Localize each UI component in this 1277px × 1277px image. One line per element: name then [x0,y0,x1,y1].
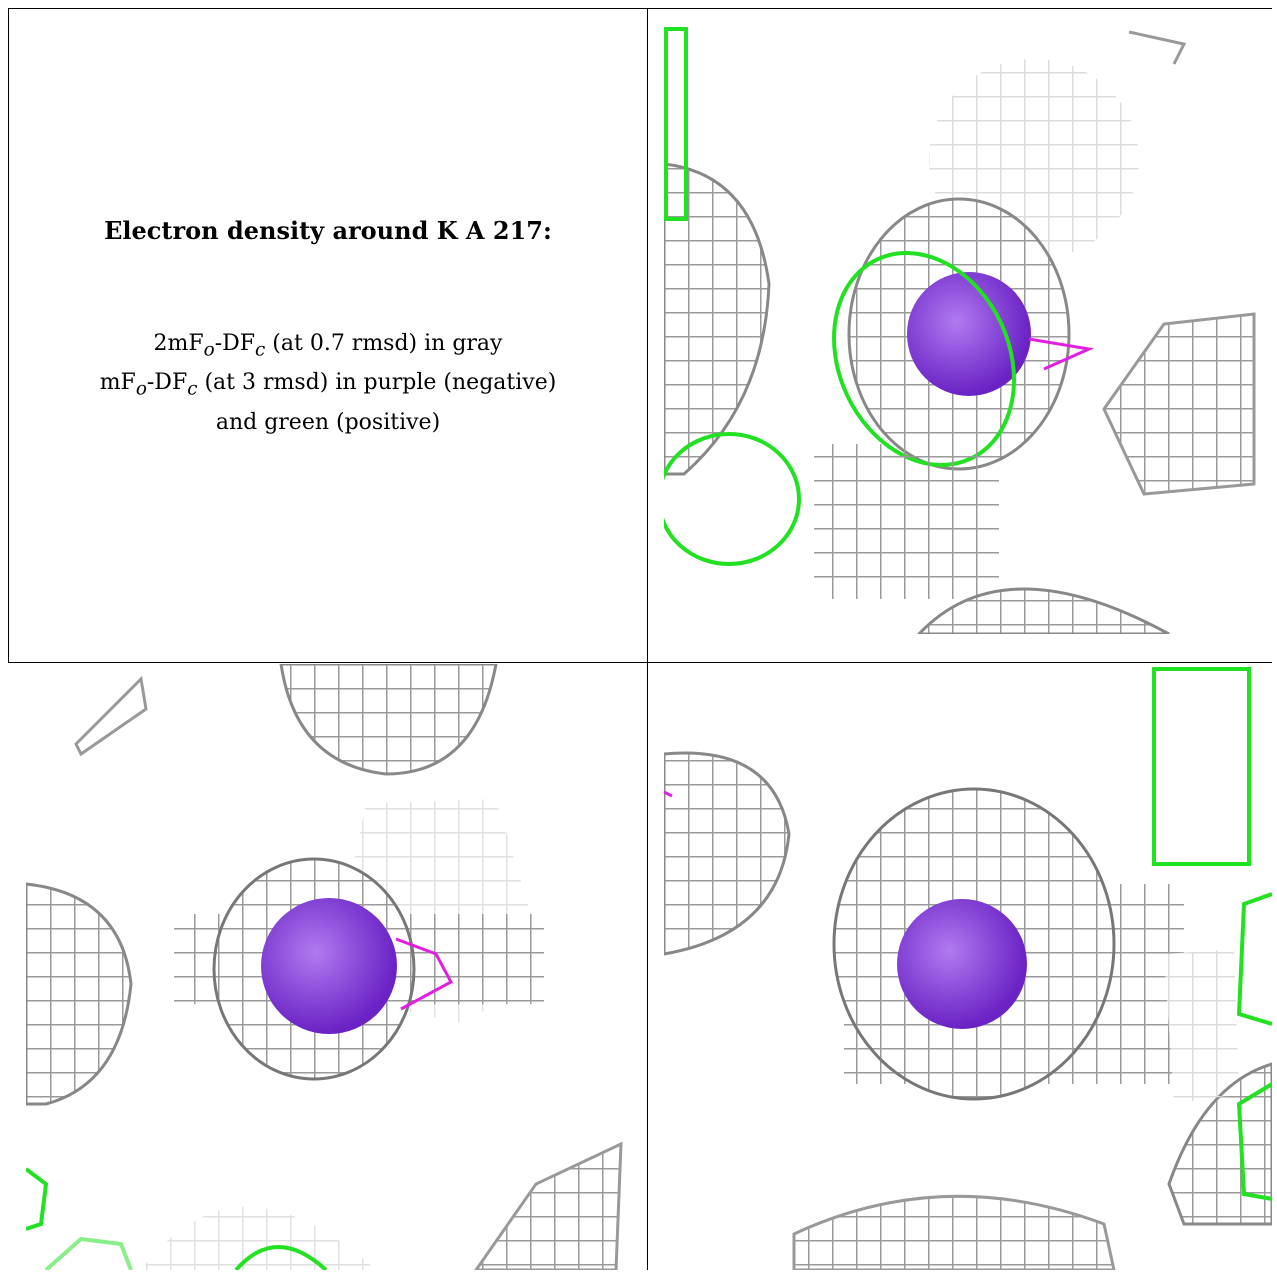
mesh-gray-top-bowl [279,664,498,776]
mesh-gray-left [26,882,133,1106]
legend-line-mfo: mFo-DFc (at 3 rmsd) in purple (negative) [99,370,557,400]
mesh-gray-fragment-top-left [74,675,148,757]
legend-lines: 2mFo-DFc (at 0.7 rmsd) in gray mFo-DFc (… [9,327,647,439]
mesh-green-right [1236,892,1272,1026]
mesh-green-left-strip [664,27,688,221]
mesh-gray-fragment [1128,30,1187,65]
table-middle-divider [8,662,1272,663]
atom-sphere [907,272,1031,396]
mesh-green-light-bottom [44,1236,133,1270]
mesh-gray-bottom-right [474,1141,623,1270]
mesh-green-left-bottom [26,1167,49,1231]
mesh-green-bottom-right [1236,1082,1272,1201]
density-view-2-svg [26,664,623,1270]
table-center-divider [647,8,648,1270]
legend-line-2mfo: 2mFo-DFc (at 0.7 rmsd) in gray [153,331,503,361]
density-view-3 [664,664,1272,1270]
table-left-border [8,8,9,663]
table-top-border [8,8,1272,9]
mesh-green-lower-left [664,432,801,566]
mesh-magenta-negative [395,937,454,1011]
legend-cell: Electron density around K A 217: 2mFo-DF… [9,9,647,662]
density-view-3-svg [664,667,1272,1270]
mesh-green-bottom [234,1245,328,1270]
atom-sphere [897,899,1027,1029]
mesh-gray-left [664,751,791,956]
mesh-light-right [1164,949,1239,1104]
mesh-gray-bottom-dome [916,587,1170,634]
density-view-2 [26,664,646,1270]
mesh-green-top-right [1152,667,1251,866]
atom-sphere [261,898,397,1034]
legend-line-colors: and green (positive) [215,409,441,435]
mesh-gray-lower-center [814,444,999,599]
density-view-1 [664,24,1272,634]
legend-title: Electron density around K A 217: [104,216,552,245]
density-view-1-svg [664,27,1256,634]
mesh-gray-right [1102,312,1256,496]
mesh-gray-left [664,162,771,476]
mesh-magenta-negative [1028,337,1095,371]
mesh-gray-bottom-dome [792,1194,1116,1270]
mesh-magenta-fragment [664,790,673,798]
mesh-light-bottom [141,1207,376,1270]
